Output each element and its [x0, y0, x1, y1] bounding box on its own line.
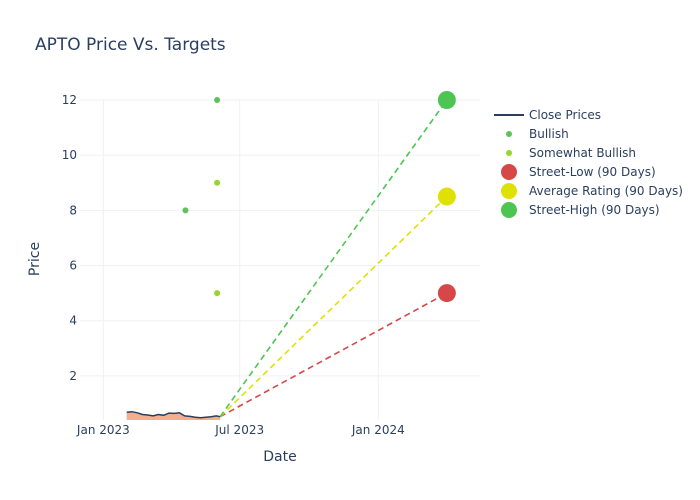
y-tick-label: 2 — [69, 369, 77, 383]
y-axis-title: Price — [27, 242, 43, 276]
street-high-90-days-point — [437, 91, 456, 109]
y-tick-label: 4 — [69, 314, 77, 328]
somewhat-bullish-point — [214, 179, 221, 186]
y-tick-label: 8 — [69, 203, 77, 217]
bullish-point — [182, 207, 189, 214]
street-high-90-days-line — [219, 99, 448, 418]
average-rating-90-days-point — [437, 187, 456, 206]
x-tick-label: Jul 2023 — [214, 423, 264, 437]
street-low-90-days-line — [219, 292, 448, 418]
legend-average-rating-90-days-swatch — [501, 183, 517, 199]
legend-somewhat-bullish-label: Somewhat Bullish — [529, 146, 636, 160]
legend-bullish-label: Bullish — [529, 127, 569, 141]
target-lines-layer — [219, 99, 448, 418]
y-axis-ticks: 2 4 6 8 10 12 — [62, 93, 77, 383]
legend-average-rating-90-days-label: Average Rating (90 Days) — [529, 184, 683, 198]
average-rating-90-days-line — [219, 195, 448, 418]
x-tick-label: Jan 2023 — [76, 423, 130, 437]
legend-bullish-swatch — [506, 131, 512, 137]
close-price-line — [126, 410, 221, 419]
x-tick-label: Jan 2024 — [351, 423, 405, 437]
chart-title: APTO Price Vs. Targets — [35, 35, 226, 55]
street-low-90-days-point — [437, 284, 456, 303]
marker-layer — [182, 91, 456, 303]
y-tick-label: 12 — [62, 93, 77, 107]
bullish-point — [214, 97, 221, 103]
x-axis-title: Date — [263, 449, 296, 465]
legend-street-high-90-days-label: Street-High (90 Days) — [529, 203, 660, 217]
somewhat-bullish-point — [214, 290, 221, 297]
price-line-layer — [126, 410, 221, 419]
x-axis-ticks: Jan 2023 Jul 2023 Jan 2024 — [76, 423, 405, 437]
legend-street-low-90-days-label: Street-Low (90 Days) — [529, 165, 656, 179]
legend-somewhat-bullish-swatch — [506, 150, 512, 156]
legend-close-prices-label: Close Prices — [529, 108, 601, 122]
y-tick-label: 6 — [69, 259, 77, 273]
legend: Close Prices Bullish Somewhat Bullish Stree… — [494, 108, 683, 218]
legend-street-low-90-days-swatch — [501, 164, 517, 180]
legend-street-high-90-days-swatch — [501, 202, 517, 218]
y-tick-label: 10 — [62, 148, 77, 162]
grid-layer — [80, 99, 480, 420]
